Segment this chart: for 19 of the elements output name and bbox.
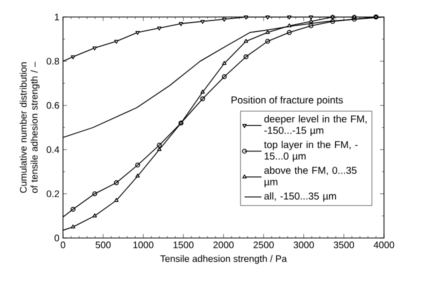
y-tick-label: 0 — [54, 234, 60, 242]
y-tick-label: 1 — [54, 14, 60, 20]
y-tick-label: 0.8 — [46, 58, 60, 65]
x-tick-label: 1500 — [174, 242, 194, 248]
x-axis-title: Tensile adhesion strength / Pa — [160, 255, 287, 264]
x-tick-label: 2000 — [213, 242, 234, 248]
legend-label: all, -150...35 µm — [264, 192, 336, 202]
x-tick-label: 2500 — [254, 242, 274, 248]
y-tick-label: 0.2 — [46, 190, 60, 198]
x-tick-label: 3500 — [334, 242, 354, 248]
x-tick-label: 1000 — [133, 242, 154, 248]
x-tick-label: 3000 — [294, 242, 314, 248]
y-axis-title: Cumulative number distribution of tensile adhesion strength / – — [20, 62, 40, 193]
x-tick-label: 4000 — [374, 242, 394, 248]
y-tick-label: 0.4 — [46, 146, 60, 153]
x-tick-label: 500 — [96, 242, 111, 248]
y-tick-label: 0.6 — [46, 102, 60, 109]
x-tick-label: 0 — [60, 242, 66, 248]
legend-title: Position of fracture points — [232, 96, 343, 106]
